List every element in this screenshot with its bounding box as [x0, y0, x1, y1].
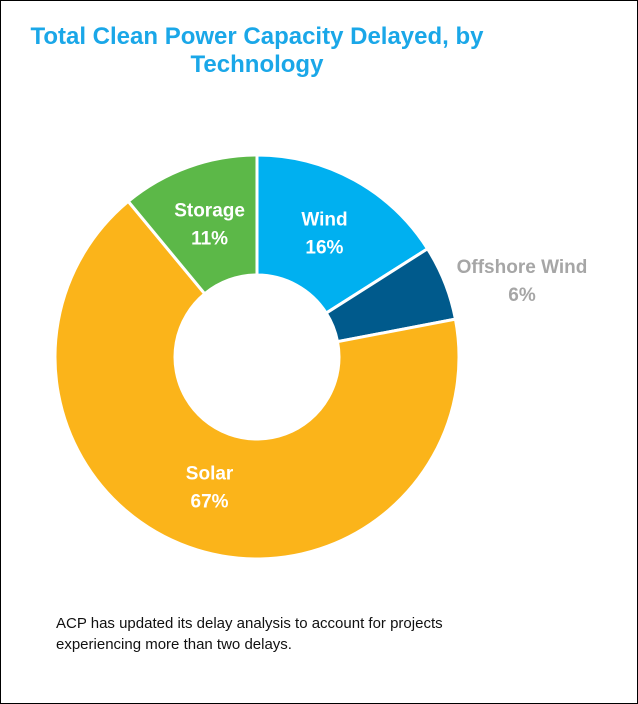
- donut-slice: [53, 199, 461, 561]
- slice-label: Offshore Wind: [457, 257, 588, 278]
- footnote: ACP has updated its delay analysis to ac…: [56, 615, 443, 653]
- slice-value-label: 67%: [191, 492, 229, 513]
- slice-label: Solar: [186, 464, 234, 485]
- slice-value-label: 6%: [508, 285, 536, 306]
- chart-title: Total Clean Power Capacity Delayed, by T…: [30, 23, 484, 78]
- donut-slice: [126, 153, 259, 296]
- slice-label: Storage: [174, 200, 245, 221]
- slice-value-label: 11%: [191, 228, 228, 249]
- slice-label: Wind: [301, 209, 347, 230]
- slice-value-label: 16%: [305, 237, 343, 258]
- donut-slice: [255, 153, 430, 316]
